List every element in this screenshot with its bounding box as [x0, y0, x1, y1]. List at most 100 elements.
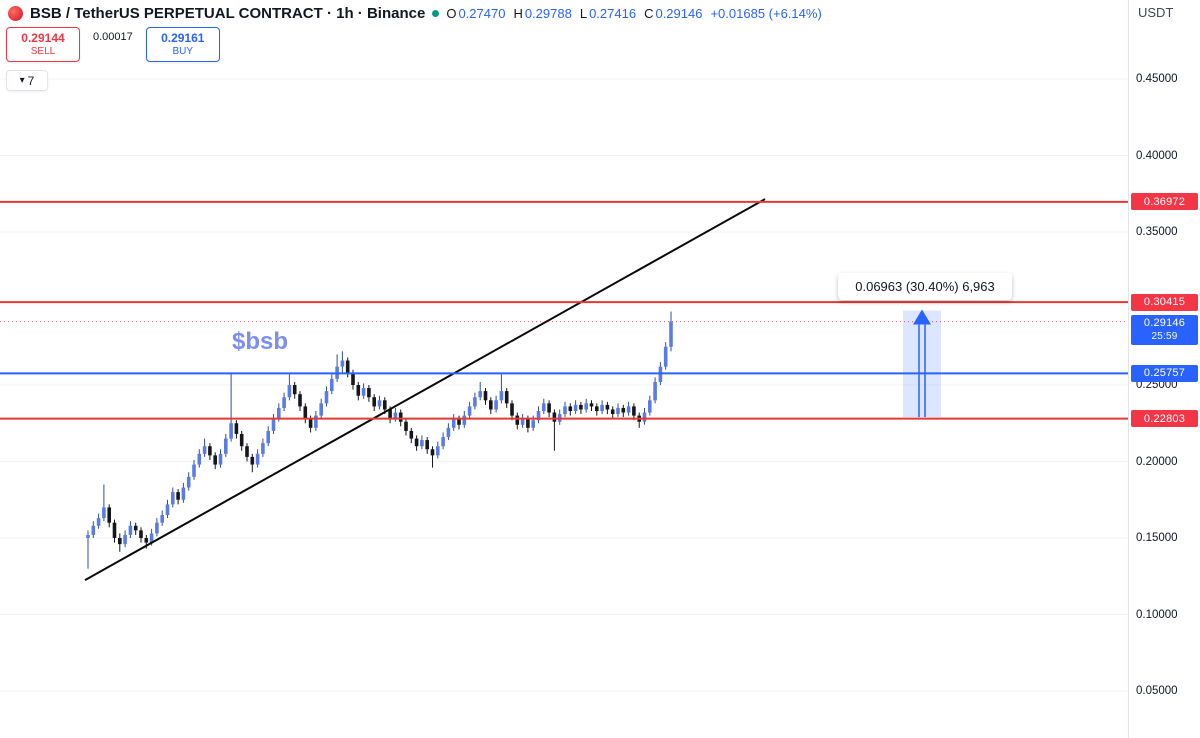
candle [451, 414, 456, 431]
price-tick-label: 0.35000 [1136, 226, 1178, 238]
candle [107, 504, 111, 528]
candle [234, 420, 239, 439]
candle [605, 401, 610, 415]
candle [409, 427, 414, 444]
candle [595, 403, 599, 416]
candle [340, 351, 345, 373]
candle [160, 510, 164, 526]
last-price-value: 0.29146 [1143, 316, 1186, 329]
candle [239, 430, 244, 451]
price-axis[interactable]: USDT 0.45000 0.40000 0.35000 0.25000 0.20000… [1128, 0, 1200, 738]
candle [377, 395, 382, 410]
candle [255, 449, 260, 468]
sell-button[interactable]: 0.29144 SELL [6, 27, 80, 62]
candle [324, 386, 329, 407]
candle [356, 381, 361, 401]
candle [494, 395, 498, 413]
last-price-badge: 0.29146 25:59 [1131, 314, 1198, 345]
ticker-text-drawing[interactable]: $bsb [232, 328, 289, 355]
buy-label: BUY [172, 45, 194, 57]
candle [335, 354, 339, 382]
candle [557, 409, 562, 425]
candle [186, 472, 191, 491]
candle [510, 400, 514, 421]
buy-price: 0.29161 [161, 30, 205, 45]
drawings-collapse-chip[interactable]: ▾ 7 [6, 70, 48, 91]
symbol-title[interactable]: BSB / TetherUS PERPETUAL CONTRACT · 1h ·… [30, 4, 426, 22]
candle [165, 499, 170, 519]
candles-layer [86, 311, 673, 569]
spread-value: 0.00017 [89, 30, 137, 44]
close-value: 0.29146 [655, 5, 703, 21]
candle [616, 403, 620, 418]
candle [176, 489, 180, 505]
quote-currency-toggle[interactable]: USDT [1138, 5, 1174, 20]
candle [298, 391, 302, 412]
candle [213, 452, 217, 470]
candle [589, 400, 594, 412]
candle [292, 381, 297, 399]
candle [520, 414, 525, 428]
trade-widget: 0.29144 SELL 0.00017 0.29161 BUY [6, 27, 220, 62]
candle [181, 482, 186, 503]
candle [86, 530, 90, 569]
candle [155, 518, 159, 537]
price-tick-label: 0.20000 [1136, 455, 1178, 468]
candle [568, 403, 573, 416]
candle [250, 453, 255, 473]
price-level-badge: 0.25757 [1131, 364, 1198, 382]
close-readout: C 0.29146 [644, 6, 702, 21]
candle [446, 423, 451, 441]
candle [536, 406, 541, 424]
measure-tool[interactable] [903, 309, 941, 418]
candle [563, 401, 567, 418]
candle [224, 433, 228, 457]
candle [420, 435, 424, 450]
price-tick-label: 0.10000 [1136, 608, 1178, 621]
candle [314, 411, 318, 431]
candle [600, 400, 604, 415]
candle [282, 392, 286, 412]
buy-button[interactable]: 0.29161 BUY [145, 27, 220, 62]
candle [102, 484, 106, 522]
candle [112, 519, 117, 543]
price-level-badge: 0.36972 [1131, 193, 1198, 211]
change-value: +0.01685 (+6.14%) [710, 5, 822, 21]
candle [515, 412, 520, 430]
candle [637, 412, 641, 428]
candle [504, 388, 509, 408]
candle [425, 437, 429, 454]
chevron-down-icon: ▾ [19, 74, 25, 86]
high-value: 0.29788 [524, 5, 572, 21]
low-value: 0.27416 [589, 5, 637, 21]
trendline-drawing[interactable] [84, 198, 766, 581]
price-tick-label: 0.45000 [1136, 73, 1178, 85]
close-label: C [644, 5, 654, 21]
candle [139, 527, 143, 543]
bar-countdown: 25:59 [1151, 330, 1178, 342]
price-tick-label: 0.25000 [1136, 379, 1178, 391]
price-tick-label: 0.15000 [1136, 532, 1178, 544]
candle [648, 395, 652, 416]
candle [642, 407, 647, 425]
candle [478, 381, 482, 401]
candle [128, 521, 133, 538]
candle [430, 446, 435, 468]
candle [473, 392, 477, 410]
candle [287, 374, 292, 401]
candle [663, 342, 668, 370]
candle [330, 374, 334, 395]
chart-plot[interactable] [0, 0, 1128, 738]
candle [133, 522, 138, 535]
chart-header: BSB / TetherUS PERPETUAL CONTRACT · 1h ·… [8, 3, 822, 23]
open-label: O [446, 5, 457, 21]
candle [441, 432, 445, 450]
candle [261, 438, 265, 457]
candle [653, 377, 657, 404]
candle [610, 406, 615, 419]
measure-tool-label[interactable]: 0.06963 (30.40%) 6,963 [838, 273, 1012, 300]
ohlc-readout: O 0.27470 H 0.29788 L 0.27416 C 0.29146 … [446, 6, 821, 21]
candle [123, 530, 127, 548]
candle [573, 400, 578, 415]
candle [489, 397, 493, 415]
